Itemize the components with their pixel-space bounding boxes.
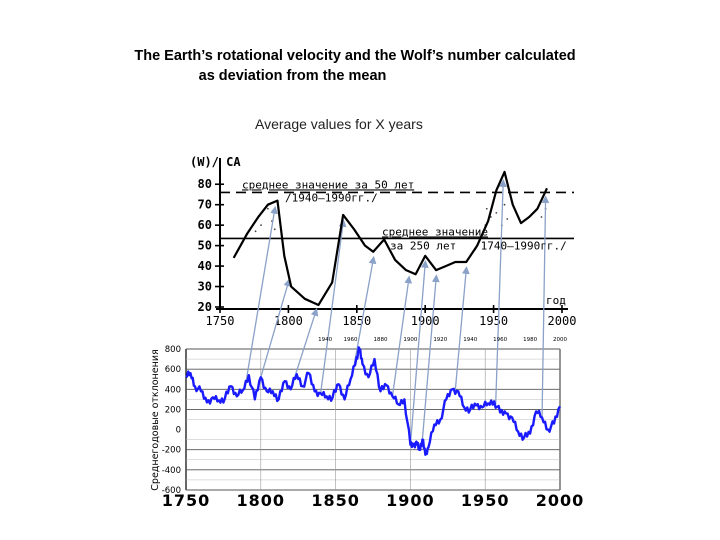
wolf-scatter-dot bbox=[254, 230, 257, 233]
wolf-x-tick-label: 1950 bbox=[479, 314, 508, 328]
wolf-y-tick-label: 20 bbox=[198, 300, 212, 314]
correlation-arrow bbox=[421, 274, 440, 440]
title-line-1: The Earth’s rotational velocity and the … bbox=[134, 48, 576, 64]
wolf-y-tick-label: 50 bbox=[198, 239, 212, 253]
wolf-number-line bbox=[232, 170, 548, 307]
annotation-year-label: 1920 bbox=[433, 337, 447, 343]
velocity-y-tick-label: -200 bbox=[162, 446, 181, 456]
wolf-reference-lines bbox=[220, 191, 574, 240]
correlation-arrow bbox=[409, 259, 429, 445]
chart-title: The Earth’s rotational velocity and the … bbox=[0, 46, 720, 86]
wolf-scatter-dot bbox=[485, 207, 488, 210]
velocity-deviation-line bbox=[185, 346, 562, 456]
correlation-arrow bbox=[260, 278, 292, 378]
velocity-series bbox=[185, 346, 562, 456]
correlation-arrow bbox=[391, 275, 413, 397]
reference-label-250y: среднее значение bbox=[382, 225, 488, 238]
wolf-scatter-dot bbox=[495, 211, 498, 214]
wolf-y-tick-label: 30 bbox=[198, 280, 212, 294]
velocity-x-tick-label: 1850 bbox=[311, 491, 360, 510]
correlation-arrow bbox=[454, 266, 470, 391]
velocity-x-tick-label: 1950 bbox=[461, 491, 510, 510]
wolf-scatter-dot bbox=[266, 207, 269, 210]
velocity-y-axis-label: Среднегодовые отклонения bbox=[150, 349, 161, 490]
reference-label-250y-short: за 250 лет bbox=[390, 239, 456, 252]
annotation-year-label: 1880 bbox=[373, 337, 387, 343]
velocity-y-tick-label: 400 bbox=[165, 385, 181, 395]
reference-label-50y: среднее значение за 50 лет bbox=[242, 178, 414, 191]
velocity-y-tick-label: 200 bbox=[165, 405, 181, 415]
correlation-arrow bbox=[245, 205, 278, 383]
velocity-y-tick-label: 0 bbox=[176, 426, 181, 436]
wolf-series bbox=[232, 170, 548, 307]
correlation-arrow bbox=[352, 255, 377, 369]
wolf-y-tick-label: 70 bbox=[198, 198, 212, 212]
wolf-axes bbox=[216, 158, 568, 310]
wolf-scatter-dot bbox=[540, 216, 543, 218]
velocity-x-tick-label: 1750 bbox=[162, 491, 211, 510]
wolf-scatter-dot bbox=[273, 228, 276, 231]
correlation-arrow bbox=[319, 219, 347, 394]
wolf-ticks: 20 30 40 50 60 70 80 1750 1800 1850 1900 1950 2000 bbox=[198, 177, 577, 328]
annotation-year-label: 1900 bbox=[403, 337, 417, 343]
velocity-x-tick-label: 1900 bbox=[386, 491, 435, 510]
velocity-y-tick-label: 800 bbox=[165, 345, 181, 355]
chart-labels: (W)/ CA год среднее значение за 50 лет/194… bbox=[150, 155, 567, 491]
annotation-year-label: 1980 bbox=[523, 337, 537, 343]
velocity-axes bbox=[185, 348, 561, 491]
annotation-year-label: 1940 bbox=[318, 337, 332, 343]
velocity-y-tick-label: -400 bbox=[162, 466, 181, 476]
chart-subtitle: Average values for X years bbox=[255, 116, 423, 132]
wolf-scatter-dot bbox=[503, 203, 506, 206]
wolf-y-tick-label: 80 bbox=[198, 177, 212, 191]
annotation-year-label: 1940 bbox=[463, 337, 477, 343]
annotation-year-label: 1960 bbox=[344, 337, 358, 343]
wolf-x-tick-label: 1800 bbox=[274, 314, 303, 328]
wolf-y-axis-label: (W)/ CA bbox=[190, 155, 241, 169]
annotation-year-label: 2000 bbox=[553, 337, 567, 343]
wolf-scatter-dot bbox=[506, 218, 509, 220]
reference-label-250y-period: /1740–1990гг./ bbox=[474, 239, 567, 252]
wolf-y-tick-label: 60 bbox=[198, 218, 212, 232]
correlation-arrow bbox=[541, 195, 550, 418]
wolf-x-axis-label: год bbox=[546, 294, 566, 307]
velocity-x-tick-label: 1800 bbox=[237, 491, 286, 510]
wolf-x-tick-label: 2000 bbox=[548, 314, 577, 328]
velocity-x-tick-label: 2000 bbox=[536, 491, 585, 510]
title-line-2: as deviation from the mean bbox=[198, 68, 387, 84]
correlation-arrow bbox=[495, 179, 507, 405]
velocity-y-tick-label: -600 bbox=[162, 486, 181, 496]
velocity-y-tick-label: 600 bbox=[165, 365, 181, 375]
annotation-year-label: 1960 bbox=[493, 337, 507, 343]
wolf-x-tick-label: 1750 bbox=[206, 314, 235, 328]
wolf-x-tick-label: 1900 bbox=[411, 314, 440, 328]
wolf-x-tick-label: 1850 bbox=[342, 314, 371, 328]
wolf-scatter-dot bbox=[260, 224, 262, 227]
wolf-y-tick-label: 40 bbox=[198, 259, 212, 273]
reference-label-50y-period: /1940–1990гг./ bbox=[285, 191, 378, 204]
